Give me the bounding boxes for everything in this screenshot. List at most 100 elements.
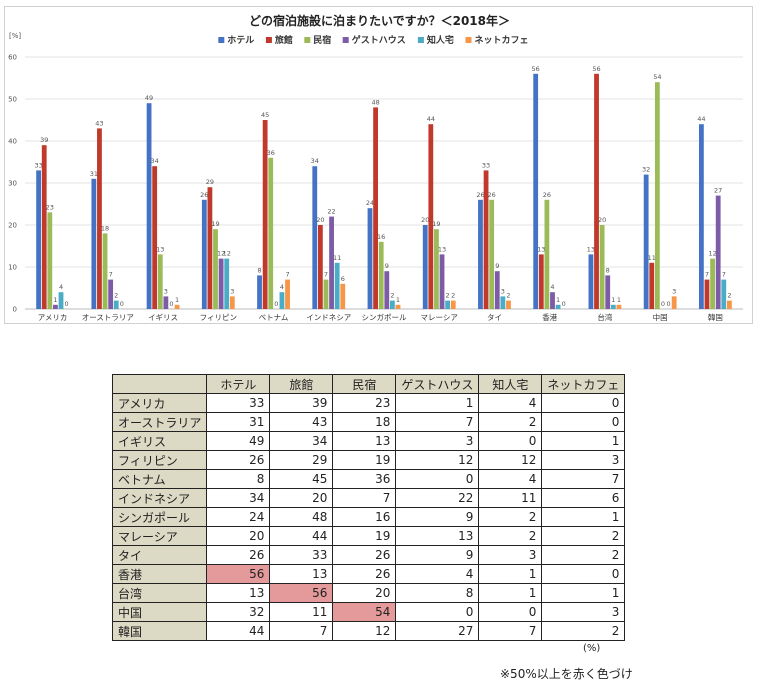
bar-value-label: 56 [532,65,540,73]
table-cell: 9 [395,545,480,565]
table-row-label: 中国 [111,602,208,622]
table-cell: 2 [478,526,543,546]
bar-value-label: 33 [482,161,490,169]
bar-value-label: 22 [327,208,335,216]
x-category-label: タイ [487,313,502,322]
bar-value-label: 44 [697,115,705,123]
table-cell: 2 [541,621,626,641]
table-cell: 13 [206,583,271,603]
table-cell: 26 [206,545,271,565]
bar-value-label: 26 [543,191,551,199]
bar [506,300,511,309]
bar [213,229,218,309]
bar [312,166,318,309]
table-cell: 1 [541,507,626,527]
bar [550,292,555,309]
bar [704,279,710,309]
bar-value-label: 33 [34,161,42,169]
table-cell: 1 [541,431,626,451]
bar-value-label: 49 [145,94,153,102]
table-cell: 48 [269,507,334,527]
table-cell: 1 [541,583,626,603]
bar [146,103,152,309]
table-cell: 20 [206,526,271,546]
bar-value-label: 7 [285,271,289,279]
table-cell: 0 [478,602,543,622]
table-row: アメリカ 33 39 23 1 4 0 [111,393,626,413]
table-cell: 12 [332,621,397,641]
bar-value-label: 12 [708,250,716,258]
table-cell: 3 [541,450,626,470]
table-cell: 0 [541,564,626,584]
bar [538,254,544,309]
legend-label: 民宿 [313,34,331,46]
table-cell: 3 [541,602,626,622]
bar [378,241,384,309]
bar [434,229,439,309]
table-cell: 44 [206,621,271,641]
table-cell: 2 [478,412,543,432]
bar-value-label: 0 [562,300,566,308]
table-cell: 54 [332,602,397,622]
bar [340,283,346,309]
bar-value-label: 18 [101,224,109,232]
table-cell: 2 [541,545,626,565]
table-cell: 22 [395,488,480,508]
bar [58,292,64,309]
bar [555,304,561,309]
bar-value-label: 16 [377,233,385,241]
bar-value-label: 27 [714,187,722,195]
bar [108,279,114,309]
bar [229,296,235,309]
bar-value-label: 1 [556,296,560,304]
bar-value-label: 9 [495,262,499,270]
bar-value-label: 36 [267,149,275,157]
table-cell: 16 [332,507,397,527]
bar-value-label: 7 [722,271,726,279]
table-cell: 0 [395,602,480,622]
bar-value-label: 19 [432,220,440,228]
table-row-label: インドネシア [111,488,208,508]
table-row: ベトナム 8 45 36 0 4 7 [111,469,626,489]
bar [483,170,489,309]
table-row: イギリス 49 34 13 3 0 1 [111,431,626,451]
y-tick-label: 0 [13,306,17,314]
bar-value-label: 2 [506,292,510,300]
bar-value-label: 3 [672,287,676,295]
bar [439,254,445,309]
bar [268,157,274,309]
table-row: インドネシア 34 20 7 22 11 6 [111,488,626,508]
y-tick-label: 10 [8,264,17,272]
bar [163,296,169,309]
table-cell: 19 [332,450,397,470]
bar [544,199,550,309]
table-cell: 19 [332,526,397,546]
legend-swatch [218,37,225,43]
bar-value-label: 8 [257,266,261,274]
table-cell: 18 [332,412,397,432]
table-cell: 1 [395,393,480,413]
bar [97,128,102,309]
table-cell: 33 [206,393,271,413]
bar-value-label: 45 [261,111,269,119]
y-tick-label: 30 [8,180,17,188]
bar-value-label: 8 [606,266,610,274]
table-unit-label: (%) [583,643,601,654]
bar [91,178,97,309]
table-cell: 1 [478,583,543,603]
table-cell: 0 [541,412,626,432]
bar [715,195,721,309]
table-cell: 6 [541,488,626,508]
table-column-header: 民宿 [332,374,397,394]
bar-value-label: 7 [705,271,709,279]
bar [41,145,47,309]
bar-chart: どの宿泊施設に泊まりたいですか？＜2018年＞[%]0102030405060ホ… [8,13,743,322]
table-cell: 32 [206,602,271,622]
bar-value-label: 32 [642,166,650,174]
bar [698,124,704,309]
chart-panel: どの宿泊施設に泊まりたいですか？＜2018年＞ [%] 0 10 20 30 40 50 60 ホ… [4,6,753,324]
table-cell: 36 [332,469,397,489]
table-body: アメリカ 33 39 23 1 4 0 オーストラリア 31 43 18 7 2 0 イギリス 49 34 13 3… [111,393,626,641]
bar-value-label: 43 [95,119,103,127]
bar [384,271,390,309]
